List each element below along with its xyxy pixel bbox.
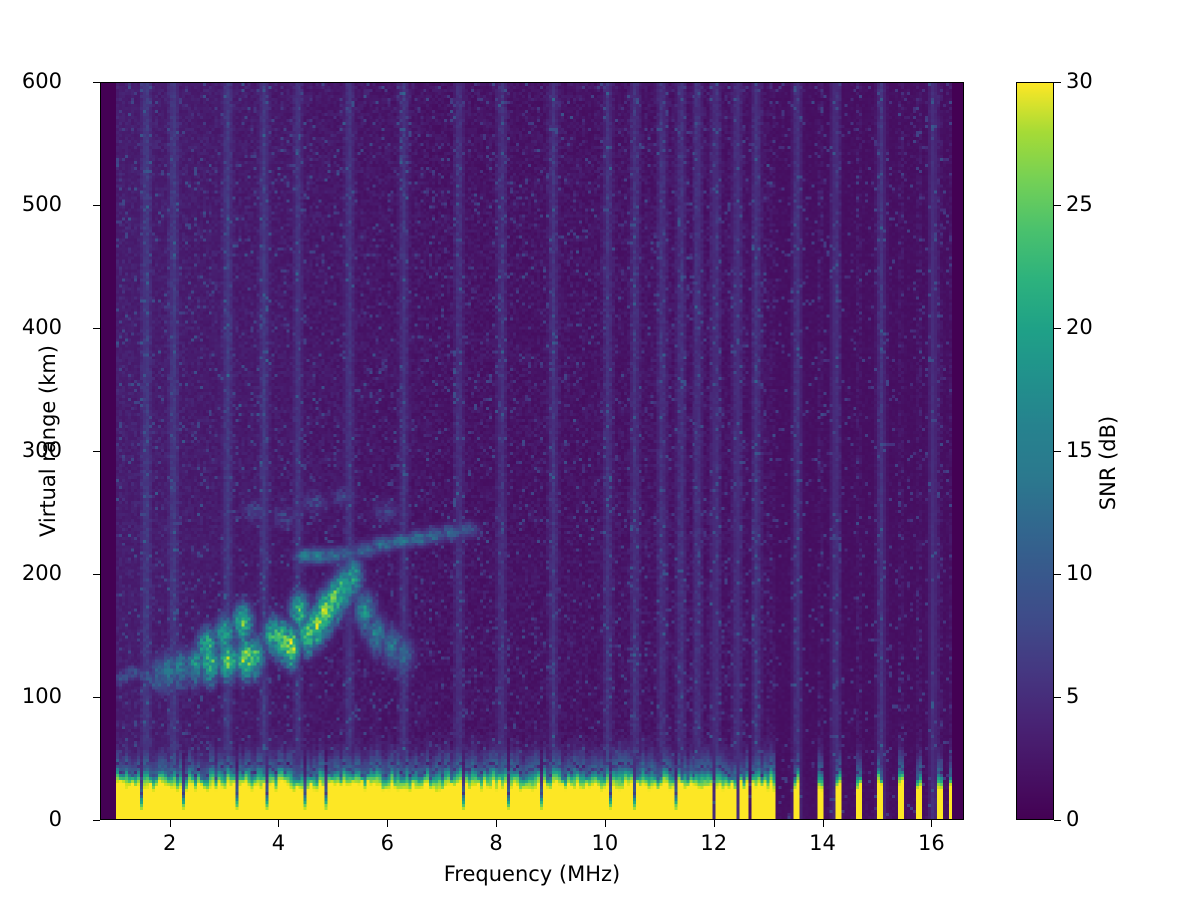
x-tick-mark (278, 820, 280, 827)
x-tick-label: 8 (489, 831, 503, 855)
colorbar-gradient (1016, 82, 1054, 820)
colorbar-tick-mark (1054, 574, 1061, 575)
colorbar-tick-label: 30 (1066, 69, 1093, 93)
y-axis-label: Virtual range (km) (36, 344, 60, 538)
colorbar-tick-mark (1054, 328, 1061, 329)
y-tick-label: 600 (21, 69, 62, 93)
colorbar-tick-mark (1054, 820, 1061, 821)
colorbar-tick-label: 20 (1066, 315, 1093, 339)
colorbar-tick-mark (1054, 205, 1061, 206)
x-tick-mark (604, 820, 606, 827)
x-tick-mark (387, 820, 389, 827)
y-tick-mark (93, 328, 100, 329)
y-tick-mark (93, 574, 100, 575)
y-tick-mark (93, 451, 100, 452)
x-tick-label: 2 (162, 831, 177, 855)
x-axis-label: Frequency (MHz) (443, 862, 621, 886)
x-tick-mark (496, 820, 498, 827)
colorbar-tick-label: 0 (1066, 807, 1080, 831)
colorbar-tick-mark (1054, 451, 1061, 452)
colorbar-tick-mark (1054, 82, 1061, 83)
colorbar-label: SNR (dB) (1096, 415, 1120, 511)
y-tick-label: 500 (21, 192, 62, 216)
x-tick-label: 10 (591, 831, 619, 855)
colorbar-tick-mark (1054, 697, 1061, 698)
y-tick-label: 400 (21, 315, 62, 339)
x-tick-label: 4 (271, 831, 286, 855)
x-tick-label: 14 (809, 831, 836, 855)
x-tick-label: 6 (380, 831, 394, 855)
y-tick-mark (93, 697, 100, 698)
colorbar-tick-label: 10 (1066, 561, 1093, 585)
x-tick-label: 16 (917, 831, 945, 855)
y-tick-mark (93, 820, 100, 821)
y-tick-label: 300 (21, 438, 62, 462)
y-tick-mark (93, 205, 100, 206)
colorbar-tick-label: 15 (1066, 438, 1093, 462)
colorbar-tick-label: 5 (1066, 684, 1080, 708)
x-tick-mark (931, 820, 933, 827)
y-tick-mark (93, 82, 100, 83)
y-tick-label: 100 (21, 684, 62, 708)
x-tick-mark (713, 820, 715, 827)
ionogram-heatmap (101, 83, 963, 819)
colorbar-tick-label: 25 (1066, 192, 1093, 216)
ionogram-plot-area (100, 82, 964, 820)
x-tick-mark (822, 820, 824, 827)
y-tick-label: 0 (48, 807, 62, 831)
x-tick-mark (169, 820, 171, 827)
y-tick-label: 200 (21, 561, 62, 585)
x-tick-label: 12 (700, 831, 728, 855)
